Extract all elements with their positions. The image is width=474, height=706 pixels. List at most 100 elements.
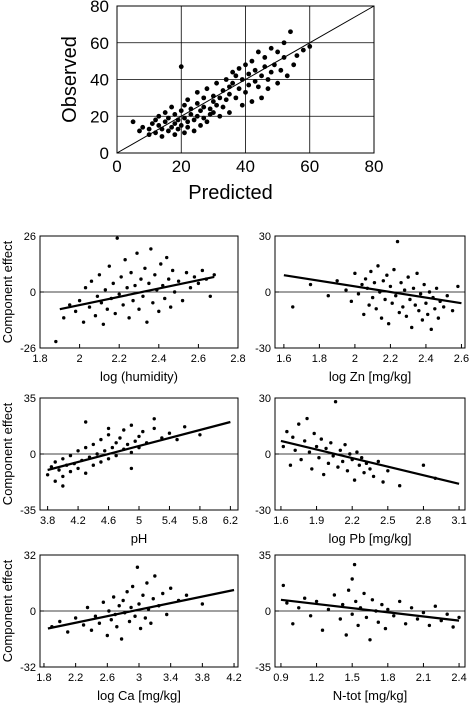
- chart-humidity-data-point: [95, 294, 100, 299]
- chart-top-data-point: [166, 115, 171, 121]
- chart-ph-data-point: [45, 473, 50, 477]
- chart-humidity-x-tick-label: 2.8: [230, 353, 245, 365]
- chart-ph-data-point: [53, 460, 57, 464]
- chart-ntot-data-point: [451, 625, 455, 629]
- chart-ca-data-point: [93, 614, 98, 618]
- chart-humidity-data-point: [107, 264, 112, 268]
- chart-ph-data-point: [137, 434, 141, 439]
- chart-humidity-data-point: [161, 283, 165, 288]
- chart-zn-x-tick-label: 1.6: [276, 353, 291, 365]
- chart-pb-data-point: [336, 465, 340, 469]
- chart-ph-data-point: [114, 441, 118, 445]
- chart-pb-x-tick-label: 2.5: [380, 515, 395, 527]
- chart-ca-data-point: [119, 637, 124, 641]
- chart-ph-data-point: [99, 437, 103, 442]
- chart-top-y-tick-label: 0: [100, 144, 109, 163]
- chart-ca-x-tick-label: 2.2: [68, 672, 83, 684]
- chart-ph-data-point: [99, 460, 103, 464]
- chart-ntot-data-point: [350, 577, 354, 581]
- chart-ntot-y-tick-label: 0: [265, 606, 271, 618]
- chart-top-data-point: [236, 66, 242, 71]
- chart-ca-data-point: [151, 597, 155, 601]
- chart-ntot-data-point: [368, 638, 372, 642]
- chart-top-data-point: [214, 102, 219, 108]
- chart-top-data-point: [210, 93, 216, 99]
- chart-ph-data-point: [103, 449, 107, 453]
- chart-pb-data-point: [381, 480, 385, 484]
- chart-top-data-point: [255, 84, 261, 90]
- chart-humidity-data-point: [153, 273, 157, 277]
- chart-top-data-point: [249, 58, 255, 64]
- chart-pb-data-point: [321, 472, 326, 477]
- chart-ntot-data-point: [285, 601, 289, 605]
- chart-zn-data-point: [376, 264, 380, 268]
- chart-top-data-point: [149, 121, 155, 126]
- chart-top-data-point: [217, 95, 223, 101]
- chart-pb-data-point: [314, 444, 319, 449]
- chart-top-data-point: [265, 77, 271, 82]
- chart-zn-data-point: [401, 305, 405, 309]
- chart-zn-data-point: [427, 290, 432, 294]
- chart-top-data-point: [162, 119, 168, 125]
- chart-ca-data-point: [97, 621, 102, 625]
- chart-zn-data-point: [417, 308, 421, 313]
- chart-zn-data-point: [434, 286, 439, 290]
- chart-humidity-data-point: [139, 277, 143, 281]
- chart-top-data-point: [137, 128, 142, 134]
- chart-humidity-data-point: [117, 292, 121, 296]
- chart-pb-y-tick-label: -30: [255, 505, 271, 517]
- chart-top-x-tick-label: 20: [172, 157, 191, 176]
- chart-pb-data-point: [317, 456, 321, 460]
- chart-pb-data-point: [293, 448, 297, 452]
- chart-pb-data-point: [376, 459, 381, 464]
- chart-ph-data-point: [106, 426, 111, 431]
- chart-top-data-point: [252, 78, 258, 84]
- chart-humidity-data-point: [131, 298, 135, 303]
- chart-zn-data-point: [360, 282, 364, 287]
- chart-ntot-data-point: [427, 623, 432, 628]
- chart-ca-data-point: [138, 626, 143, 631]
- chart-ntot-data-point: [392, 614, 396, 618]
- chart-top-data-point: [246, 82, 252, 88]
- chart-top-data-point: [249, 99, 255, 104]
- chart-humidity-data-point: [97, 273, 102, 277]
- chart-top-data-point: [178, 123, 184, 128]
- chart-ca-x-tick-label: 3.4: [163, 672, 178, 684]
- chart-ca-y-tick-label: -32: [20, 662, 36, 674]
- chart-humidity-y-tick-label: 26: [24, 231, 36, 243]
- chart-zn-data-point: [344, 288, 348, 292]
- chart-top-data-point: [300, 47, 306, 53]
- chart-humidity-x-tick-label: 2.6: [191, 353, 206, 365]
- chart-ntot-data-point: [457, 615, 461, 620]
- chart-zn-data-point: [335, 279, 339, 283]
- chart-top-data-point: [246, 71, 252, 77]
- chart-pb-data-point: [281, 444, 286, 449]
- chart-ca-x-tick-label: 1.8: [36, 672, 51, 684]
- chart-humidity-data-point: [141, 294, 145, 299]
- chart-top-data-point: [291, 62, 297, 68]
- chart-zn-data-point: [410, 325, 414, 330]
- chart-ntot-y-tick-label: 35: [259, 550, 271, 562]
- chart-zn-data-point: [395, 239, 400, 244]
- chart-ca-data-point: [66, 630, 70, 634]
- chart-zn-data-point: [415, 271, 419, 276]
- chart-top-data-point: [233, 95, 239, 101]
- chart-ca-data-point: [161, 591, 165, 596]
- chart-pb-data-point: [348, 452, 352, 456]
- chart-zn-data-point: [291, 305, 295, 309]
- chart-pb-x-tick-label: 3.1: [451, 515, 466, 527]
- chart-ca-data-point: [141, 593, 145, 597]
- chart-pb-data-point: [299, 457, 303, 462]
- chart-top-data-point: [230, 69, 236, 75]
- chart-top-x-tick-label: 60: [300, 157, 319, 176]
- chart-pb-data-point: [397, 484, 402, 488]
- chart-humidity-data-point: [111, 281, 115, 286]
- chart-humidity-x-axis-title: log (humidity): [100, 369, 178, 384]
- chart-top-data-point: [281, 55, 287, 60]
- chart-zn-data-point: [404, 314, 409, 318]
- chart-ca-data-point: [125, 590, 129, 594]
- chart-ph-y-axis-title: Component effect: [0, 402, 15, 505]
- chart-zn-x-tick-label: 2.6: [454, 353, 469, 365]
- chart-ntot-data-point: [314, 599, 319, 604]
